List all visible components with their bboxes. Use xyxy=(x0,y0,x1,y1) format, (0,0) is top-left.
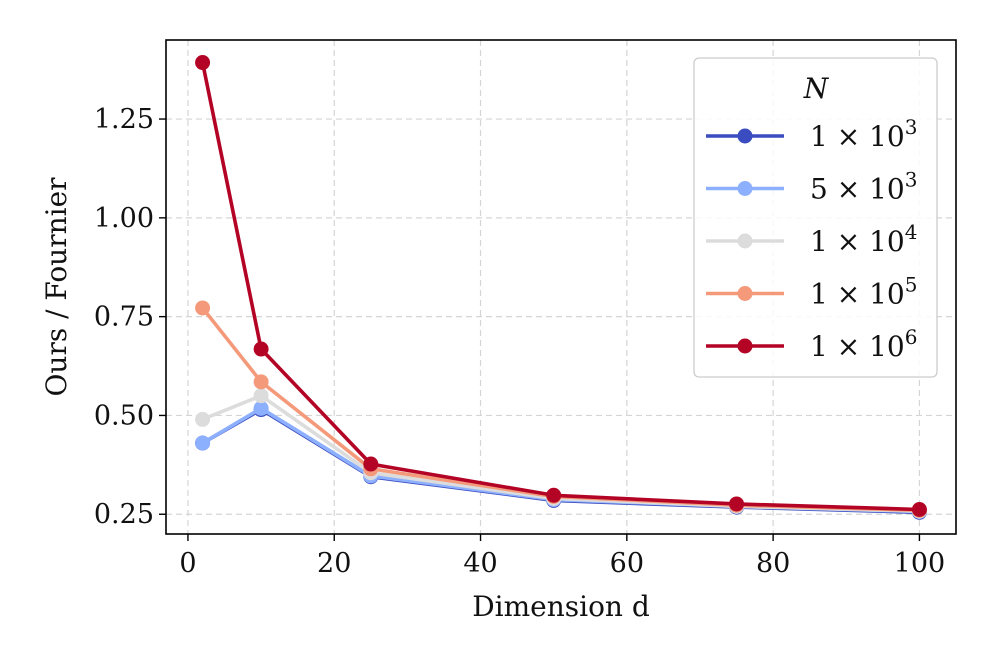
data-point xyxy=(195,55,211,71)
legend-item: 1 × 105 xyxy=(706,273,917,311)
data-point xyxy=(195,435,211,451)
data-point xyxy=(911,501,927,517)
x-tick-label: 60 xyxy=(610,548,644,579)
legend-item: 1 × 104 xyxy=(706,220,917,258)
legend-label-exponent: 6 xyxy=(905,325,918,349)
data-point xyxy=(253,400,269,416)
legend-label-exponent: 5 xyxy=(905,273,918,297)
y-tick-label: 0.75 xyxy=(94,302,154,333)
legend-swatch-marker xyxy=(737,128,753,144)
legend: N 1 × 103 5 × 103 1 × 104 1 × 105 1 × 106 xyxy=(693,57,938,378)
data-point xyxy=(195,411,211,427)
legend-swatch-marker xyxy=(737,181,753,196)
x-tick-label: 100 xyxy=(894,548,946,579)
y-tick-label: 1.25 xyxy=(94,104,154,135)
plot-frame xyxy=(165,39,957,535)
data-point xyxy=(546,487,562,503)
legend-title: N xyxy=(803,72,830,105)
axis-ticks: 0 20 40 60 80 100 0.25 0.50 0.75 1.00 1.25 xyxy=(94,104,945,579)
series-3 xyxy=(195,388,927,519)
data-point xyxy=(363,456,379,472)
legend-item: 5 × 103 xyxy=(706,168,917,206)
x-tick-label: 0 xyxy=(179,548,196,579)
x-tick-label: 40 xyxy=(463,548,497,579)
data-point xyxy=(253,341,269,357)
series-1 xyxy=(195,402,927,520)
series-line xyxy=(200,60,922,512)
legend-items: 1 × 103 5 × 103 1 × 104 1 × 105 1 × 106 xyxy=(706,115,917,363)
legend-label: 1 × 103 xyxy=(810,115,917,153)
data-point xyxy=(729,496,745,512)
legend-label: 5 × 103 xyxy=(810,168,917,206)
x-axis-label: Dimension d xyxy=(472,590,650,623)
y-axis-label: Ours / Fournier xyxy=(40,177,73,397)
legend-label: 1 × 106 xyxy=(810,325,917,363)
legend-swatch-marker xyxy=(737,338,753,354)
series-5 xyxy=(195,55,927,517)
legend-item: 1 × 106 xyxy=(706,325,917,363)
legend-label-exponent: 3 xyxy=(905,168,918,192)
legend-item: 1 × 103 xyxy=(706,115,917,153)
legend-label-exponent: 3 xyxy=(905,115,918,139)
legend-label: 1 × 105 xyxy=(810,273,917,311)
y-tick-label: 1.00 xyxy=(94,203,154,234)
series-layer xyxy=(195,55,927,520)
data-point xyxy=(195,300,211,316)
legend-swatch-marker xyxy=(737,286,753,301)
data-point xyxy=(253,374,269,390)
y-tick-label: 0.50 xyxy=(94,400,154,431)
x-tick-label: 20 xyxy=(317,548,351,579)
legend-label: 1 × 104 xyxy=(810,220,917,258)
legend-label-exponent: 4 xyxy=(905,220,918,244)
y-tick-label: 0.25 xyxy=(94,499,154,530)
x-tick-label: 80 xyxy=(756,548,790,579)
data-point xyxy=(253,388,269,404)
legend-swatch-marker xyxy=(737,233,753,249)
